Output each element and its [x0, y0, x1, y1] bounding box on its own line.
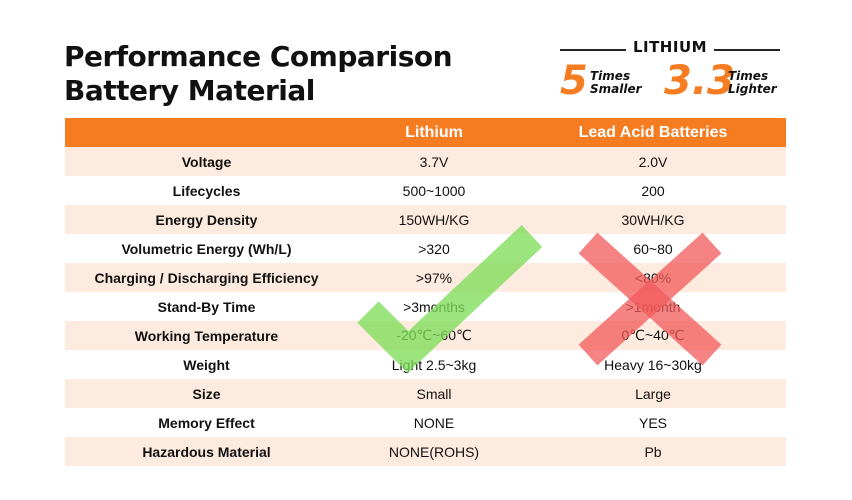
row-label: Weight [183, 356, 230, 373]
lead-acid-value: Heavy 16~30kg [604, 356, 702, 373]
table-row: Memory Effect NONE YES [65, 408, 786, 437]
table-row: Hazardous Material NONE(ROHS) Pb [65, 437, 786, 466]
lead-acid-value: 30WH/KG [621, 211, 685, 228]
row-label: Lifecycles [172, 182, 241, 199]
badge-name: LITHIUM [632, 38, 708, 56]
lithium-value: >97% [415, 269, 453, 286]
badge-stat-2-label: Times Lighter [728, 70, 777, 96]
lithium-value: 500~1000 [402, 182, 466, 199]
table-row: Size Small Large [65, 379, 786, 408]
badge-rule-left [560, 49, 626, 51]
row-label: Memory Effect [158, 414, 255, 431]
badge-stat-1-line-2: Smaller [590, 82, 642, 96]
table-row: Volumetric Energy (Wh/L) >320 60~80 [65, 234, 786, 263]
lithium-value: 3.7V [419, 153, 449, 170]
lithium-value: 150WH/KG [398, 211, 470, 228]
lead-acid-value: 0℃~40℃ [621, 327, 685, 343]
row-label: Working Temperature [134, 327, 279, 344]
lithium-value: -20℃~60℃ [396, 327, 472, 343]
title-line-1: Performance Comparison [64, 40, 453, 73]
badge-stat-2-line-2: Lighter [728, 82, 777, 96]
lead-acid-value: Large [635, 385, 671, 402]
table-row: Stand-By Time >3months >1month [65, 292, 786, 321]
table-row: Working Temperature -20℃~60℃ 0℃~40℃ [65, 321, 786, 350]
lead-acid-value: YES [638, 414, 667, 431]
badge-stat-1-label: Times Smaller [590, 70, 642, 96]
table-row: Energy Density 150WH/KG 30WH/KG [65, 205, 786, 234]
lithium-value: NONE(ROHS) [388, 443, 480, 460]
page-title: Performance Comparison Battery Material [64, 40, 453, 108]
lead-acid-value: >1month [625, 298, 681, 315]
lead-acid-value: <80% [634, 269, 672, 286]
row-label: Energy Density [155, 211, 258, 228]
row-label: Stand-By Time [157, 298, 256, 315]
lead-acid-value: Pb [644, 443, 662, 460]
header-cell-lead-acid: Lead Acid Batteries [578, 123, 728, 141]
table-row: Weight Light 2.5~3kg Heavy 16~30kg [65, 350, 786, 379]
lead-acid-value: 200 [641, 182, 665, 199]
row-label: Hazardous Material [142, 443, 271, 460]
badge-stat-1-line-1: Times [590, 69, 631, 83]
lead-acid-value: 2.0V [638, 153, 668, 170]
table-header: Lithium Lead Acid Batteries [65, 118, 786, 147]
badge-stat-2-value: 3.3 [664, 58, 735, 104]
row-label: Voltage [181, 153, 232, 170]
lithium-badge: LITHIUM 5 Times Smaller 3.3 Times Lighte… [560, 38, 780, 104]
table-row: Charging / Discharging Efficiency >97% <… [65, 263, 786, 292]
row-label: Size [192, 385, 221, 402]
lithium-value: Light 2.5~3kg [391, 356, 477, 373]
badge-stat-1-value: 5 [560, 58, 588, 104]
row-label: Charging / Discharging Efficiency [94, 269, 319, 286]
row-label: Volumetric Energy (Wh/L) [121, 240, 292, 257]
header-cell-lithium: Lithium [405, 123, 463, 141]
badge-stat-2-line-1: Times [728, 69, 769, 83]
badge-rule-right [714, 49, 780, 51]
lithium-value: >3months [403, 298, 465, 315]
title-line-2: Battery Material [64, 74, 315, 107]
lithium-value: Small [416, 385, 452, 402]
comparison-table: Lithium Lead Acid Batteries Voltage 3.7V… [65, 118, 786, 466]
lithium-value: NONE [413, 414, 455, 431]
table-row: Lifecycles 500~1000 200 [65, 176, 786, 205]
lithium-value: >320 [418, 240, 450, 257]
table-row: Voltage 3.7V 2.0V [65, 147, 786, 176]
lead-acid-value: 60~80 [633, 240, 673, 257]
